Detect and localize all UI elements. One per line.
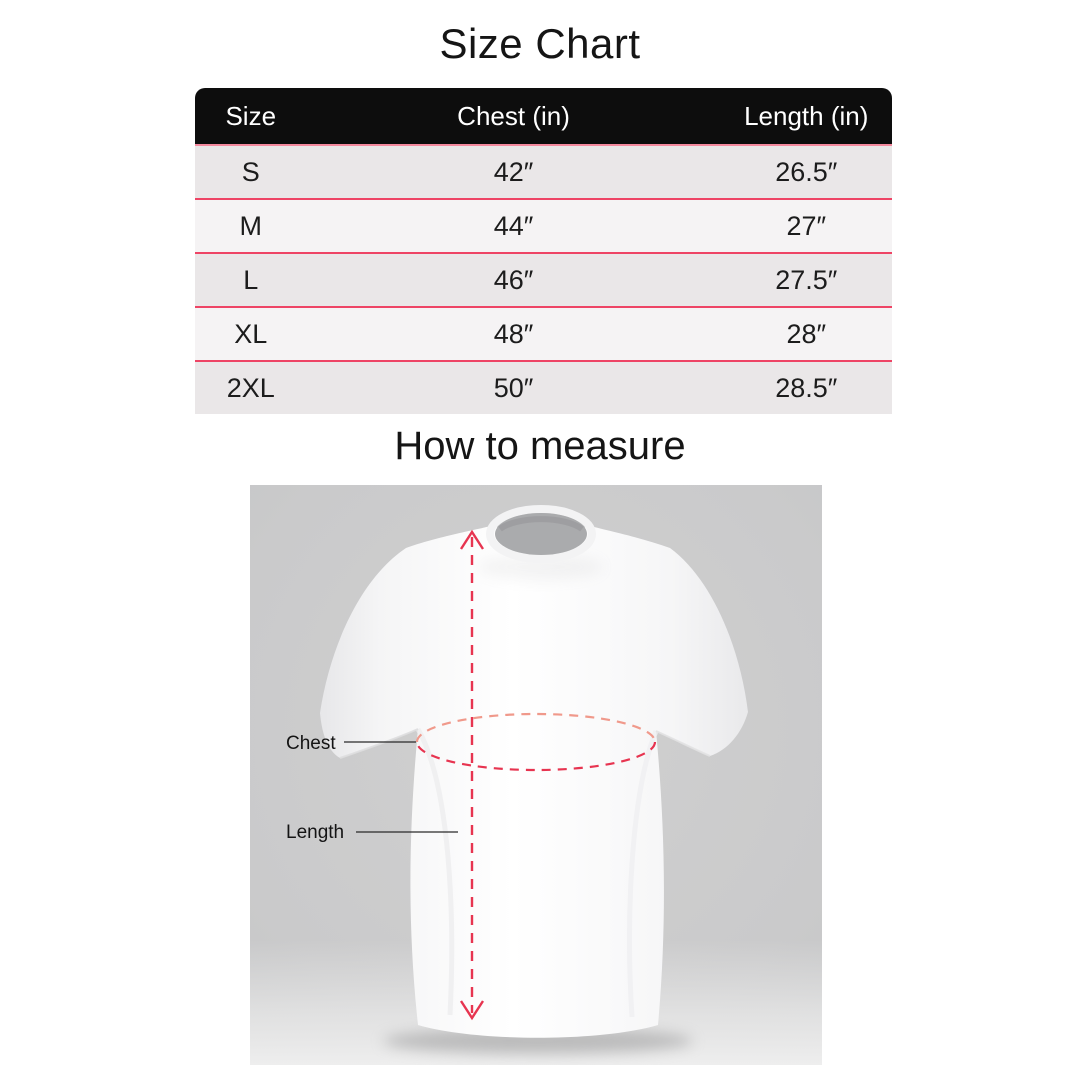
chest-value: 48″: [493, 318, 534, 349]
chest-measure-ellipse: [415, 712, 657, 772]
size-value: L: [243, 264, 259, 295]
fold-line: [415, 727, 455, 1016]
fold-line: [627, 730, 659, 1018]
size-value: 2XL: [226, 372, 275, 403]
tshirt-measure-diagram: Chest Length: [250, 485, 822, 1065]
page-title: Size Chart: [439, 20, 641, 67]
collar-band: [486, 505, 596, 563]
arrowhead-down: [459, 1000, 485, 1021]
size-value: M: [239, 210, 263, 241]
column-header-chest: Chest (in): [457, 101, 570, 131]
length-value: 26.5″: [775, 156, 838, 187]
tshirt-shape: [320, 525, 748, 1038]
table-row: 2XL 50″ 28.5″: [195, 360, 892, 414]
size-value: XL: [234, 318, 268, 349]
chest-ellipse-back: [415, 712, 657, 743]
length-value: 28.5″: [775, 372, 838, 403]
sleeve-hem-line: [655, 730, 711, 757]
length-value: 27.5″: [775, 264, 838, 295]
table-row: L 46″ 27.5″: [195, 252, 892, 306]
chest-value: 46″: [493, 264, 534, 295]
chest-ellipse-front: [415, 741, 657, 772]
how-to-measure-title: How to measure: [394, 424, 686, 468]
chest-value: 42″: [493, 156, 534, 187]
chest-value: 50″: [493, 372, 534, 403]
table-row: M 44″ 27″: [195, 198, 892, 252]
length-value: 28″: [786, 318, 827, 349]
size-value: S: [241, 156, 260, 187]
neck-inner-shadow: [498, 516, 584, 532]
length-value: 27″: [786, 210, 827, 241]
tshirt-photo: Chest Length: [250, 485, 822, 1065]
tshirt-shadow: [383, 1028, 693, 1054]
table-row: XL 48″ 28″: [195, 306, 892, 360]
chest-value: 44″: [493, 210, 534, 241]
collar-shadow: [479, 554, 603, 580]
size-chart-table: Size Chest (in) Length (in) S 42″ 26.5″ …: [195, 88, 892, 414]
length-label: Length: [286, 822, 344, 843]
column-header-length: Length (in): [744, 101, 869, 131]
table-row: S 42″ 26.5″: [195, 144, 892, 198]
arrowhead-up: [459, 529, 485, 550]
chest-label: Chest: [286, 733, 336, 754]
column-header-size: Size: [225, 101, 277, 131]
length-arrow: [459, 529, 485, 1021]
table-header-row: Size Chest (in) Length (in): [195, 88, 892, 144]
